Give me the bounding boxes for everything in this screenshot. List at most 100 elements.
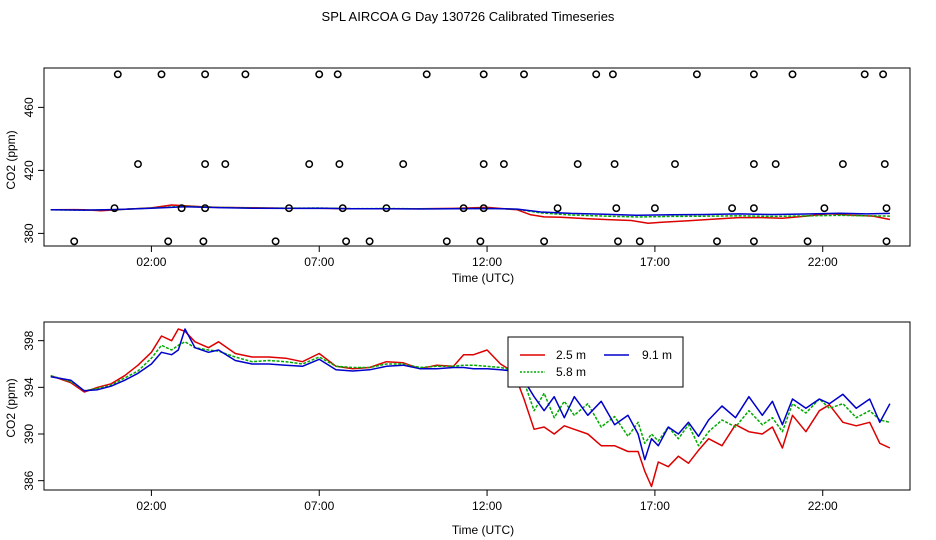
top-data-point: [788, 70, 797, 79]
top-data-point: [771, 160, 780, 169]
top-series-line-series-2: [50, 206, 890, 217]
top-data-point: [610, 160, 619, 169]
bottom-ytick-label: 386: [22, 470, 36, 490]
top-data-point: [612, 204, 621, 213]
top-data-point: [592, 70, 601, 79]
top-data-point: [880, 160, 889, 169]
top-data-point: [479, 70, 488, 79]
top-data-point: [479, 160, 488, 169]
top-xtick-label: 22:00: [808, 255, 838, 269]
top-panel-frame: [43, 67, 911, 247]
legend-label-5-8m: 5.8 m: [556, 365, 586, 379]
top-data-point: [221, 160, 230, 169]
top-data-point: [671, 160, 679, 169]
bottom-ytick-label: 398: [22, 330, 36, 350]
top-data-point: [820, 204, 829, 213]
top-data-point: [342, 237, 351, 246]
bottom-panel-frame: [43, 321, 911, 491]
top-data-point: [803, 237, 812, 246]
top-ytick-label: 420: [22, 160, 36, 180]
legend-label-9-1m: 9.1 m: [642, 348, 672, 362]
top-data-point: [177, 204, 186, 213]
top-data-point: [333, 70, 342, 79]
legend-box: [507, 336, 684, 388]
top-data-point: [728, 204, 737, 213]
top-data-point: [199, 237, 208, 246]
bottom-panel: 02:00 07:00 12:00 17:00 22:00 386 390 394 398 Ti…: [4, 321, 911, 537]
top-data-point: [157, 70, 166, 79]
top-data-point: [110, 204, 119, 213]
top-data-point: [134, 160, 142, 169]
top-data-point: [479, 204, 488, 213]
top-data-point: [749, 204, 758, 213]
bottom-panel-marks: [50, 328, 891, 488]
bottom-panel-ylabel: CO2 (ppm): [4, 378, 18, 437]
bottom-xtick-label: 12:00: [472, 499, 502, 513]
top-data-point: [271, 237, 280, 246]
bottom-xtick-label: 17:00: [640, 499, 670, 513]
top-data-point: [499, 160, 508, 169]
bottom-xtick-label: 22:00: [808, 499, 838, 513]
top-ytick-label: 460: [22, 97, 36, 117]
top-data-point: [422, 70, 431, 79]
top-data-point: [201, 160, 210, 169]
top-data-point: [879, 70, 888, 79]
top-data-point: [573, 160, 582, 169]
bottom-series-line-2-5-m: [50, 328, 891, 488]
top-panel: 02:00 07:00 12:00 17:00 22:00 380 420 460 Time …: [4, 67, 911, 285]
top-panel-marks: [50, 70, 891, 246]
bottom-ytick-label: 390: [22, 424, 36, 444]
top-data-point: [749, 70, 758, 79]
figure-title: SPL AIRCOA G Day 130726 Calibrated Times…: [322, 9, 615, 24]
top-xtick-label: 02:00: [136, 255, 166, 269]
top-data-point: [113, 70, 122, 79]
top-data-point: [860, 70, 869, 79]
top-data-point: [838, 160, 847, 169]
top-data-point: [365, 237, 374, 246]
top-data-point: [520, 70, 528, 79]
bottom-series-line-9-1-m: [50, 328, 891, 461]
top-xtick-label: 17:00: [640, 255, 670, 269]
legend: 2.5 m 5.8 m 9.1 m: [507, 336, 684, 388]
top-data-point: [650, 204, 659, 213]
top-data-point: [241, 70, 250, 79]
top-data-point: [382, 204, 391, 213]
bottom-xtick-label: 07:00: [304, 499, 334, 513]
bottom-ytick-label: 394: [22, 377, 36, 397]
top-xtick-label: 07:00: [304, 255, 334, 269]
top-data-point: [749, 160, 758, 169]
top-data-point: [201, 204, 210, 213]
top-panel-xlabel: Time (UTC): [452, 271, 514, 285]
top-data-point: [338, 204, 347, 213]
top-ytick-label: 380: [22, 223, 36, 243]
top-data-point: [749, 237, 758, 246]
top-data-point: [459, 204, 468, 213]
top-data-point: [476, 237, 485, 246]
top-data-point: [201, 70, 210, 79]
top-xtick-label: 12:00: [472, 255, 502, 269]
top-data-point: [442, 237, 451, 246]
top-data-point: [335, 160, 344, 169]
top-data-point: [635, 237, 644, 246]
top-data-point: [608, 70, 617, 79]
top-data-point: [713, 237, 721, 246]
bottom-xtick-label: 02:00: [136, 499, 166, 513]
bottom-panel-xlabel: Time (UTC): [452, 523, 514, 537]
top-data-point: [540, 237, 549, 246]
top-data-point: [70, 237, 79, 246]
top-panel-axes: 02:00 07:00 12:00 17:00 22:00 380 420 460: [22, 97, 838, 269]
top-data-point: [553, 204, 562, 213]
top-data-point: [882, 237, 891, 246]
legend-label-2-5m: 2.5 m: [556, 348, 586, 362]
top-data-point: [882, 204, 891, 213]
top-data-point: [614, 237, 622, 246]
top-data-point: [692, 70, 701, 79]
top-panel-ylabel: CO2 (ppm): [4, 130, 18, 189]
top-data-point: [164, 237, 173, 246]
top-data-point: [399, 160, 408, 169]
top-data-point: [305, 160, 314, 169]
bottom-panel-axes: 02:00 07:00 12:00 17:00 22:00 386 390 394 398: [22, 330, 838, 513]
bottom-series-line-5-8-m: [50, 341, 891, 447]
top-data-point: [285, 204, 293, 213]
